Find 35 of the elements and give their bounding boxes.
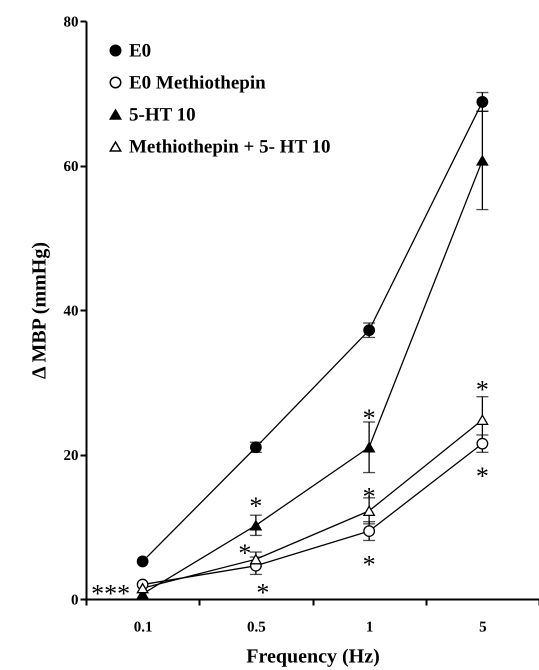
point [476, 96, 488, 108]
legend-label: 5-HT 10 [129, 104, 196, 126]
y-tick-label: 80 [64, 14, 78, 30]
point [363, 506, 376, 516]
y-tick-label: 20 [64, 448, 78, 464]
annotation: *** [91, 579, 130, 608]
x-tick-label: 0.1 [134, 620, 152, 636]
legend-label: Methiothepin + 5- HT 10 [129, 136, 331, 158]
x-tick-label: 0.5 [247, 620, 266, 636]
y-tick-label: 0 [71, 592, 78, 608]
x-tick-label: 1 [366, 620, 374, 636]
annotation: * [362, 482, 376, 511]
point [250, 520, 262, 530]
x-axis-title: Frequency (Hz) [246, 646, 380, 668]
point [476, 155, 488, 166]
annotation: * [238, 538, 252, 568]
y-tick-label: 40 [64, 304, 78, 320]
annotation: * [249, 491, 262, 520]
annotation: * [362, 550, 376, 580]
point [363, 525, 376, 537]
annotation: * [476, 374, 489, 404]
point [363, 442, 376, 452]
point [250, 554, 262, 564]
annotation: * [476, 462, 489, 491]
annotation: * [362, 403, 376, 432]
legend-label: E0 Methiothepin [129, 72, 266, 94]
point [476, 414, 488, 426]
legend-label: E0 [129, 40, 152, 62]
point [476, 438, 488, 450]
y-axis-title: Δ MBP (mmHg) [28, 242, 50, 379]
point [136, 582, 149, 594]
annotation: * [256, 578, 270, 607]
point [136, 556, 149, 568]
y-tick-label: 60 [64, 159, 78, 175]
x-tick-label: 5 [479, 620, 487, 636]
